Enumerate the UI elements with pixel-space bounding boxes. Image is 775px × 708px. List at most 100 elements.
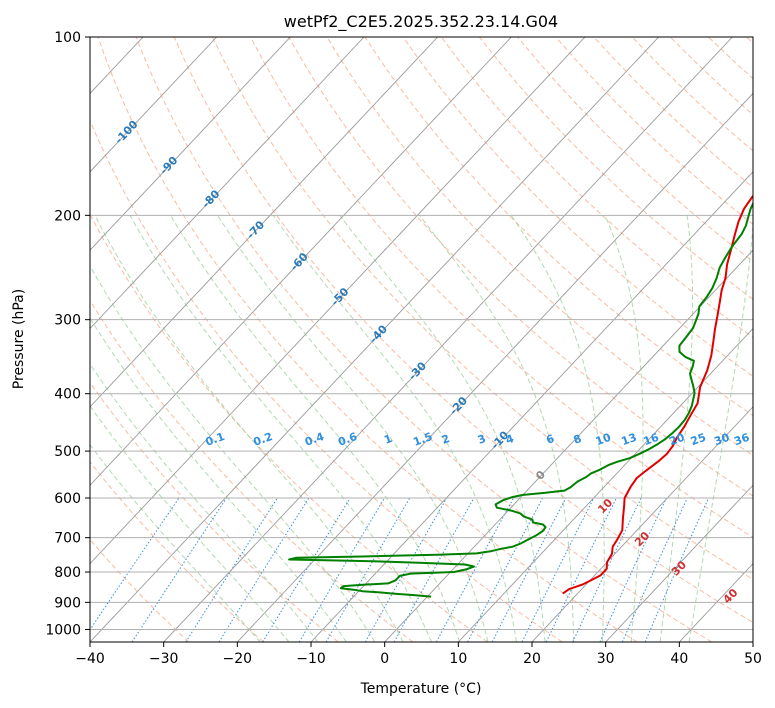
mixing-ratio-label: 20: [668, 431, 687, 449]
isotherm-line: [237, 92, 753, 642]
isotherm-line: [90, 37, 218, 173]
mixing-ratio-line: [491, 497, 567, 642]
dewpoint-profile-line: [288, 201, 753, 598]
dry-adiabat-line: [288, 37, 753, 497]
y-tick-label: 300: [54, 313, 81, 329]
mixing-ratio-line: [467, 497, 544, 642]
chart-title: wetPf2_C2E5.2025.352.23.14.G04: [284, 12, 558, 32]
plot-frame: [89, 36, 754, 643]
x-tick-label: 50: [744, 651, 762, 667]
x-tick-label: −40: [75, 651, 105, 667]
dry-adiabat-line: [173, 37, 753, 624]
isotherm-line: [531, 406, 753, 642]
y-tick-label: 100: [54, 30, 81, 46]
x-tick-label: 10: [449, 651, 467, 667]
isotherm-line: [90, 37, 586, 565]
mixing-ratio-line: [545, 497, 617, 642]
mixing-ratio-label: 13: [620, 431, 639, 448]
y-tick-label: 400: [54, 387, 81, 403]
mixing-ratio-label: 2: [440, 432, 452, 447]
y-tick-label: 1000: [45, 622, 81, 638]
moist-adiabat-line: [510, 215, 605, 642]
y-tick-label: 600: [54, 491, 81, 507]
x-axis-title: Temperature (°C): [360, 681, 482, 697]
mixing-ratio-line: [364, 497, 448, 642]
moist-adiabat-line: [217, 215, 489, 642]
mixing-ratio-line: [218, 497, 310, 642]
mixing-ratio-line: [435, 497, 514, 642]
isotherm-line: [163, 37, 733, 642]
dry-adiabat-line: [90, 119, 563, 642]
isotherm-line: [90, 37, 439, 408]
dry-adiabat-line: [90, 213, 488, 642]
isotherm-line: [90, 37, 660, 642]
moist-adiabat-line: [94, 215, 404, 642]
x-tick-label: 40: [670, 651, 688, 667]
isotherm-line: [90, 37, 365, 330]
isotherm-line: [310, 171, 753, 642]
mixing-ratio-label: 4: [504, 432, 516, 447]
x-tick-label: −10: [296, 651, 326, 667]
moist-adiabat-line: [272, 215, 517, 642]
dry-adiabat-line: [135, 37, 712, 642]
isobar-lines: [90, 37, 753, 630]
isotherm-line: [90, 37, 291, 251]
moist-adiabat-line: [90, 444, 261, 642]
mixing-ratio-label: 0.1: [204, 430, 227, 449]
isotherm-line: [605, 484, 753, 642]
mixing-ratio-label: 0.6: [336, 430, 359, 449]
mixing-ratio-line: [298, 497, 386, 642]
y-tick-label: 500: [54, 444, 81, 460]
moist-adiabat-line: [604, 215, 644, 642]
x-tick-label: −20: [223, 651, 253, 667]
moist-adiabat-line: [90, 405, 290, 642]
mixing-ratio-line: [393, 497, 475, 642]
mixing-ratio-line: [521, 497, 595, 642]
dry-adiabat-line: [90, 461, 264, 642]
mixing-ratio-line: [621, 497, 688, 642]
mixing-ratio-label: 3: [476, 432, 488, 447]
plot-area: -100-90-80-70-60-50-40-30-20-1000.1 0.2 0.…: [90, 37, 753, 642]
mixing-ratio-label: 8: [572, 432, 584, 447]
y-tick-label: 200: [54, 208, 81, 224]
mixing-ratio-label: 0.2: [252, 430, 275, 449]
y-tick-label: 800: [54, 565, 81, 581]
dry-adiabat-line: [211, 37, 753, 581]
mixing-ratio-line: [131, 497, 228, 642]
x-tick-label: 0: [380, 651, 389, 667]
mixing-ratio-line: [90, 497, 180, 631]
mixing-ratio-label: 16: [642, 431, 661, 449]
dry-adiabat-line: [97, 37, 638, 642]
y-axis-title: Pressure (hPa): [11, 289, 27, 389]
mixing-ratio-label: 6: [544, 432, 556, 447]
mixing-ratio-line: [572, 497, 642, 642]
moist-adiabat-line: [90, 265, 376, 642]
y-tick-label: 900: [54, 595, 81, 611]
temperature-profile-line: [562, 194, 753, 595]
dry-adiabat-line: [326, 37, 753, 457]
isotherm-line: [384, 249, 753, 642]
mixing-ratio-line: [262, 497, 351, 642]
y-axis: 100 200 300 400 500 600 700 800 900 1000: [45, 30, 90, 638]
y-tick-label: 700: [54, 531, 81, 547]
mixing-ratio-label: 1: [382, 432, 394, 447]
moist-adiabat-line: [90, 317, 347, 642]
moist-adiabat-line: [419, 214, 575, 642]
x-tick-label: 30: [597, 651, 615, 667]
isotherm-line: [458, 327, 753, 642]
mixing-ratio-label: 10: [594, 431, 613, 449]
sounding-series: [288, 194, 753, 598]
isotherm-lines: [90, 37, 753, 642]
mixing-ratio-line: [325, 497, 411, 642]
moist-adiabat-line: [688, 220, 753, 642]
mixing-ratio-label: 25: [689, 431, 708, 448]
mixing-ratio-lines: [90, 497, 710, 642]
x-tick-label: −30: [149, 651, 179, 667]
x-tick-label: 20: [523, 651, 541, 667]
moist-adiabat-line: [659, 215, 694, 642]
mixing-ratio-label: 0.4: [303, 430, 326, 449]
mixing-ratio-label: 1.5: [411, 430, 434, 449]
isotherm-line: [90, 37, 512, 486]
